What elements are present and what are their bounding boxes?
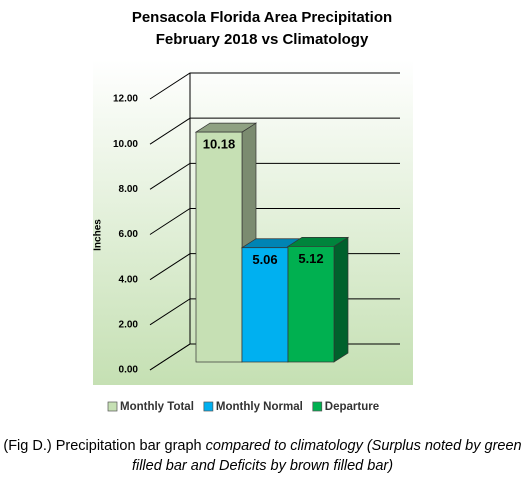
caption-italic: compared to climatology (Surplus noted b… — [131, 438, 522, 474]
caption-text: (Fig D.) Precipitation bar graph — [3, 438, 202, 454]
caption: (Fig D.) Precipitation bar graph compare… — [0, 436, 525, 476]
y-tick-label: 8.00 — [119, 184, 139, 195]
y-tick-label: 0.00 — [119, 365, 139, 376]
y-tick-label: 2.00 — [119, 319, 139, 330]
y-axis-label: Inches — [93, 219, 104, 251]
bar-front — [241, 247, 289, 363]
bar-front — [195, 131, 243, 363]
value-label: 10.18 — [203, 137, 236, 152]
grid-line — [149, 208, 400, 235]
y-tick-label: 12.00 — [113, 94, 138, 105]
y-tick-label: 4.00 — [119, 274, 139, 285]
grid-line — [149, 72, 400, 100]
legend-swatch — [203, 401, 214, 412]
chart-title: February 2018 vs Climatology — [156, 31, 369, 48]
chart: Pensacola Florida Area Precipitation Feb… — [93, 9, 413, 413]
legend-label: Monthly Total — [120, 401, 194, 413]
legend-label: Monthly Normal — [216, 401, 303, 413]
bar-side — [333, 236, 349, 363]
legend-swatch — [107, 401, 118, 412]
grid-line — [149, 162, 400, 190]
bar-front — [287, 246, 335, 363]
chart-title: Pensacola Florida Area Precipitation — [132, 9, 392, 26]
legend-label: Departure — [325, 401, 379, 413]
legend-swatch — [312, 401, 323, 412]
grid-line — [149, 117, 400, 145]
value-label: 5.12 — [298, 251, 323, 266]
y-tick-label: 6.00 — [119, 229, 139, 240]
bar — [286, 236, 350, 363]
value-label: 5.06 — [252, 252, 277, 267]
y-tick-label: 10.00 — [113, 139, 138, 150]
